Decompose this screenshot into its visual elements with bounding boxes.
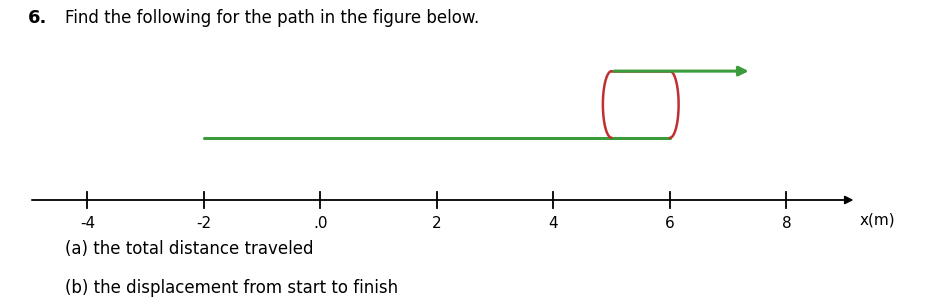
Text: 6.: 6. xyxy=(28,9,48,27)
Text: -4: -4 xyxy=(80,216,95,231)
Text: (b) the displacement from start to finish: (b) the displacement from start to finis… xyxy=(65,279,398,297)
Text: 4: 4 xyxy=(549,216,558,231)
Text: .0: .0 xyxy=(313,216,328,231)
Text: 2: 2 xyxy=(432,216,442,231)
Text: -2: -2 xyxy=(197,216,212,231)
Text: Find the following for the path in the figure below.: Find the following for the path in the f… xyxy=(65,9,479,27)
Text: (a) the total distance traveled: (a) the total distance traveled xyxy=(65,240,314,258)
Text: 8: 8 xyxy=(782,216,791,231)
Text: x(m): x(m) xyxy=(859,212,895,227)
Text: 6: 6 xyxy=(665,216,675,231)
